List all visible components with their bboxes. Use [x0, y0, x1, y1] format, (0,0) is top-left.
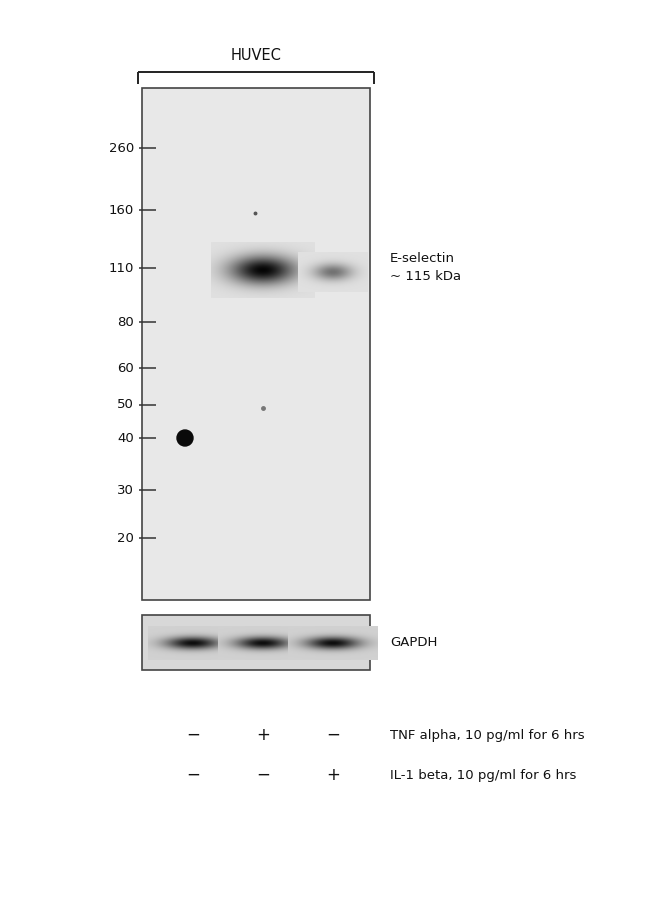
Text: 260: 260 [109, 142, 134, 154]
Text: 20: 20 [117, 532, 134, 545]
Text: 160: 160 [109, 204, 134, 217]
Text: GAPDH: GAPDH [390, 636, 437, 650]
Text: 30: 30 [117, 484, 134, 496]
Bar [142, 88, 370, 600]
Bar [142, 615, 370, 670]
Text: 50: 50 [117, 399, 134, 411]
Text: −: − [326, 726, 340, 744]
Text: +: + [326, 766, 340, 784]
Text: E-selectin
~ 115 kDa: E-selectin ~ 115 kDa [390, 252, 461, 283]
Text: −: − [256, 766, 270, 784]
Text: 80: 80 [117, 315, 134, 328]
Text: 40: 40 [117, 431, 134, 444]
Text: TNF alpha, 10 pg/ml for 6 hrs: TNF alpha, 10 pg/ml for 6 hrs [390, 728, 584, 741]
Text: 60: 60 [117, 362, 134, 375]
Text: −: − [186, 726, 200, 744]
Text: IL-1 beta, 10 pg/ml for 6 hrs: IL-1 beta, 10 pg/ml for 6 hrs [390, 769, 577, 781]
Text: +: + [256, 726, 270, 744]
Text: −: − [186, 766, 200, 784]
Circle shape [177, 430, 193, 446]
Text: HUVEC: HUVEC [231, 48, 281, 62]
Text: 110: 110 [109, 261, 134, 274]
